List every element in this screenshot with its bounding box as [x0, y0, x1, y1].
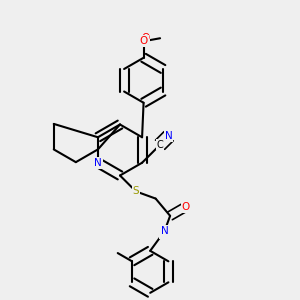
Text: O: O — [182, 202, 190, 212]
Text: N: N — [165, 131, 172, 141]
Text: N: N — [94, 158, 102, 168]
Text: O: O — [140, 36, 148, 46]
Text: O: O — [141, 33, 149, 43]
Text: N: N — [160, 226, 168, 236]
Text: S: S — [133, 186, 139, 197]
Text: C: C — [157, 140, 164, 150]
Text: H: H — [160, 230, 167, 239]
